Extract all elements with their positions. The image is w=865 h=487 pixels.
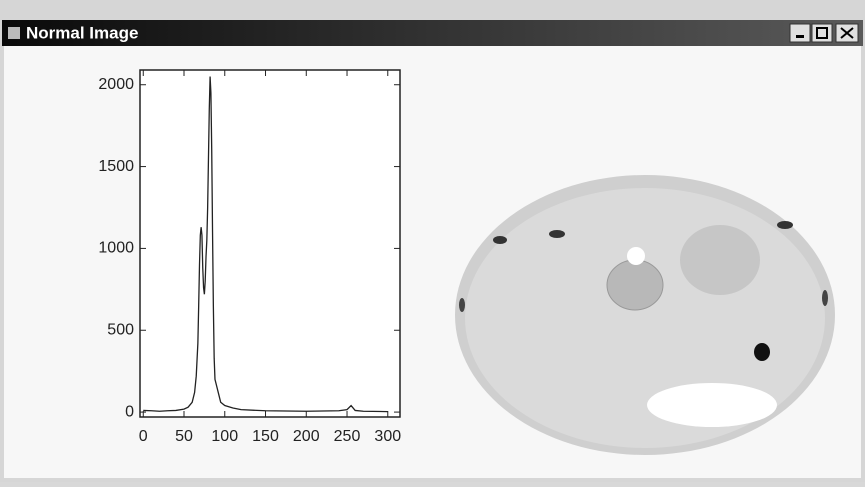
x-tick-label: 200	[293, 428, 320, 445]
rib	[549, 230, 565, 238]
title-bar	[2, 20, 863, 46]
rib	[822, 290, 828, 306]
air	[754, 343, 770, 361]
histogram: 0 500 1000 1500 2000 0 50 100 150 200 250 300	[98, 69, 401, 445]
histogram-line	[143, 76, 388, 413]
organ	[606, 259, 664, 311]
close-icon	[840, 27, 854, 39]
rib	[459, 298, 465, 312]
bone	[647, 383, 777, 427]
minimize-button[interactable]	[789, 23, 811, 43]
plot-area	[139, 69, 401, 418]
ct-image	[455, 175, 835, 455]
window-title: Normal Image	[26, 23, 138, 42]
x-tick-label: 100	[211, 428, 238, 445]
minimize-icon	[796, 35, 804, 38]
x-tick-label: 50	[175, 428, 193, 445]
y-tick-label: 2000	[98, 76, 134, 93]
y-tick-label: 500	[107, 321, 134, 338]
bone	[627, 247, 645, 265]
maximize-icon	[816, 27, 828, 39]
y-tick-label: 1500	[98, 158, 134, 175]
rib	[777, 221, 793, 229]
window-icon	[8, 27, 20, 39]
x-tick-label: 250	[334, 428, 361, 445]
x-tick-label: 300	[374, 428, 401, 445]
x-tick-label: 0	[139, 428, 148, 445]
x-tick-label: 150	[252, 428, 279, 445]
organ	[680, 225, 760, 295]
maximize-button[interactable]	[811, 23, 833, 43]
y-tick-label: 1000	[98, 240, 134, 257]
rib	[493, 236, 507, 244]
y-tick-label: 0	[125, 403, 134, 420]
